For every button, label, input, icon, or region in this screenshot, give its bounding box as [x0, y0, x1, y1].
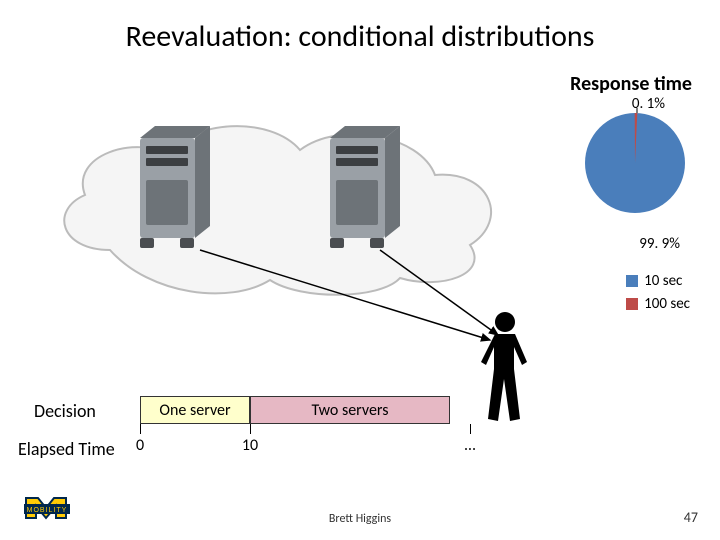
legend-text: 10 sec [644, 272, 682, 290]
elapsed-row-label: Elapsed Time [18, 438, 115, 460]
pie-label-large-slice: 99. 9% [639, 235, 680, 253]
cloud-shape [40, 100, 520, 300]
tick-mark [250, 424, 251, 434]
server-right-icon [320, 120, 412, 255]
tick-label: 0 [136, 436, 144, 455]
legend-item: 10 sec [626, 272, 690, 290]
slide-title: Reevaluation: conditional distributions [0, 18, 720, 55]
author-name: Brett Higgins [0, 512, 720, 526]
tick-mark [470, 424, 471, 434]
decision-bar: Two servers [250, 396, 450, 424]
decision-bars: One serverTwo servers [140, 396, 450, 424]
pie-chart [580, 108, 690, 218]
tick-mark [140, 424, 141, 434]
server-left-icon [130, 120, 222, 255]
tick-label: … [464, 436, 475, 455]
decision-bar: One server [140, 396, 250, 424]
legend-text: 100 sec [644, 295, 690, 313]
page-number: 47 [684, 509, 698, 526]
pie-legend: 10 sec 100 sec [626, 272, 690, 318]
decision-row-label: Decision [34, 400, 96, 422]
legend-item: 100 sec [626, 295, 690, 313]
response-time-header: Response time [570, 72, 692, 96]
tick-label: 10 [242, 436, 258, 455]
legend-swatch [626, 298, 638, 310]
legend-swatch [626, 275, 638, 287]
person-icon [470, 308, 540, 428]
